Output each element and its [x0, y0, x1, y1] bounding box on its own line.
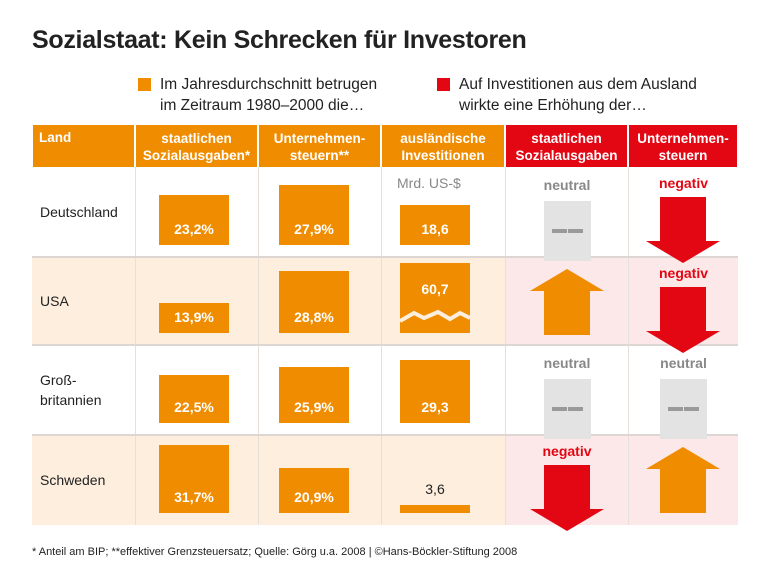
- effect-label: neutral: [543, 355, 591, 371]
- value-label-steuern: 27,9%: [294, 221, 334, 237]
- value-label-steuern: 20,9%: [294, 489, 334, 505]
- value-label-sozial: 22,5%: [174, 399, 214, 415]
- footnote: * Anteil am BIP; **effektiver Grenzsteue…: [32, 546, 518, 558]
- bar-invest: [400, 263, 470, 333]
- header-line: steuern**: [289, 148, 350, 163]
- arrow-down-icon: [529, 465, 604, 531]
- column-header: staatlichen Sozialausgaben*: [136, 125, 257, 167]
- dash: [684, 407, 699, 411]
- value-label-invest: 3,6: [425, 481, 445, 498]
- row-divider: [32, 434, 738, 436]
- bar-invest: [400, 205, 470, 245]
- header-line: Unternehmen-: [273, 131, 366, 146]
- header-line: Investitionen: [401, 148, 485, 163]
- value-label-invest: 18,6: [421, 221, 449, 237]
- country-name: Deutschland: [40, 204, 118, 220]
- effect-label: neutral: [660, 355, 707, 371]
- bar-steuern: [279, 185, 349, 245]
- bar-invest: [400, 360, 470, 423]
- legend-text: Auf Investitionen aus dem Ausland: [459, 76, 697, 93]
- bar-sozial: [159, 444, 229, 513]
- header-line: Sozialausgaben: [515, 148, 618, 163]
- effect-label: negativ: [542, 443, 592, 459]
- column-divider: [381, 167, 382, 525]
- legend-text: Im Jahresdurchschnitt betrugen: [160, 76, 378, 93]
- row-divider: [32, 256, 738, 258]
- legend-red: Auf Investitionen aus dem Ausland wirkte …: [437, 74, 737, 118]
- neutral-dash-icon: [543, 201, 591, 261]
- unit-label: Mrd. US-$: [397, 175, 461, 191]
- header-line: staatlichen: [531, 131, 602, 146]
- country-name: USA: [40, 293, 69, 309]
- value-label-steuern: 25,9%: [294, 399, 334, 415]
- arrow-up-icon: [646, 447, 720, 513]
- bar-steuern: [279, 468, 349, 513]
- bar-steuern: [279, 271, 349, 333]
- effect-label: neutral: [543, 177, 591, 193]
- column-header: Unternehmen-steuern: [629, 125, 737, 167]
- column-header: staatlichen Sozialausgaben: [506, 125, 627, 167]
- legend-swatch-orange: [138, 78, 151, 91]
- bar-sozial: [159, 303, 229, 333]
- country-name: britannien: [40, 392, 102, 408]
- header-line: steuern: [658, 148, 708, 163]
- dash: [551, 407, 567, 411]
- column-header: Land: [33, 125, 134, 167]
- header-line: Sozialausgaben*: [142, 148, 251, 163]
- column-divider: [505, 167, 506, 525]
- legend-text: wirkte eine Erhöhung der…: [459, 97, 647, 114]
- arrow-down-icon: [646, 287, 720, 353]
- effect-label: negativ: [658, 265, 708, 281]
- legend-orange: Im Jahresdurchschnitt betrugen im Zeitrau…: [138, 74, 438, 118]
- header-line: Land: [39, 130, 72, 145]
- column-divider: [258, 167, 259, 525]
- chart-title: Sozialstaat: Kein Schrecken für Investor…: [32, 26, 527, 54]
- column-header: Unternehmen-steuern**: [259, 125, 380, 167]
- country-name: Schweden: [40, 472, 106, 488]
- header-line: Unternehmen-: [637, 131, 729, 146]
- dash: [567, 407, 583, 411]
- effect-label: positiv: [660, 496, 707, 512]
- legend-text: im Zeitraum 1980–2000 die…: [160, 97, 365, 114]
- neutral-dash-icon: [660, 379, 707, 439]
- bar-sozial: [159, 195, 229, 245]
- country-name: Groß-: [40, 372, 77, 388]
- axis-break-icon: [400, 309, 470, 323]
- column-header: ausländische Investitionen: [382, 125, 504, 167]
- bar-sozial: [159, 374, 229, 423]
- header-line: ausländische: [400, 131, 486, 146]
- bar-invest: [400, 505, 470, 513]
- value-label-sozial: 13,9%: [174, 309, 214, 325]
- arrow-up-icon: [529, 269, 604, 335]
- value-label-sozial: 23,2%: [174, 221, 214, 237]
- value-label-sozial: 31,7%: [174, 489, 214, 505]
- dash: [551, 229, 567, 233]
- dash: [668, 407, 683, 411]
- column-divider: [135, 167, 136, 525]
- dash: [567, 229, 583, 233]
- effect-label: positiv: [544, 318, 590, 334]
- bar-steuern: [279, 367, 349, 423]
- legend-swatch-red: [437, 78, 450, 91]
- neutral-dash-icon: [543, 379, 591, 439]
- header-line: staatlichen: [161, 131, 232, 146]
- effect-label: negativ: [658, 175, 708, 191]
- value-label-invest: 29,3: [421, 399, 449, 415]
- row-divider: [32, 344, 738, 346]
- value-label-steuern: 28,8%: [294, 309, 334, 325]
- arrow-down-icon: [646, 197, 720, 263]
- column-divider: [628, 167, 629, 525]
- value-label-invest: 60,7: [421, 281, 449, 297]
